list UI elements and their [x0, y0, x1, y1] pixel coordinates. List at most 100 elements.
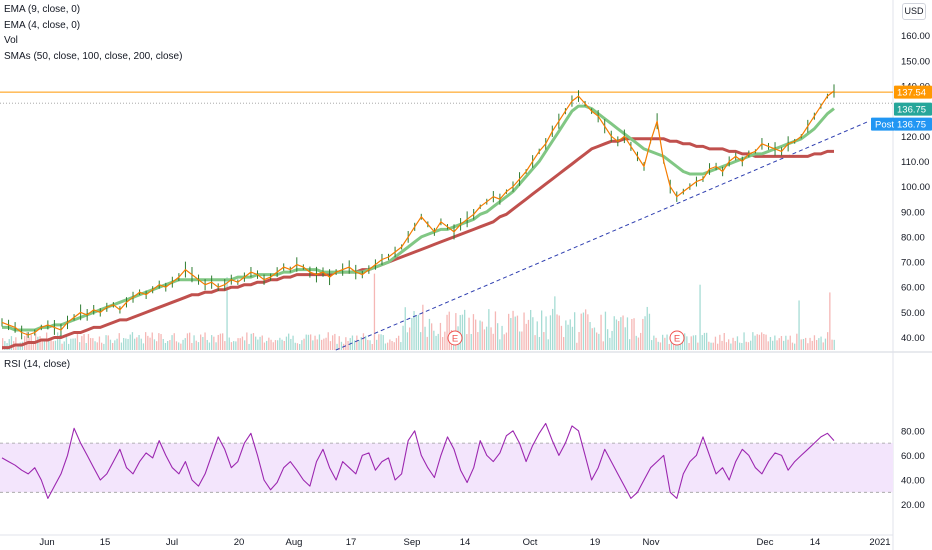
legend-smas[interactable]: SMAs (50, close, 100, close, 200, close) [4, 50, 183, 62]
volume-bar [127, 339, 129, 350]
volume-bar [228, 337, 230, 350]
volume-bar [237, 338, 239, 350]
volume-bar [63, 341, 65, 350]
volume-bar [538, 336, 541, 350]
volume-bar [798, 300, 800, 350]
volume-bar [81, 336, 83, 350]
volume-bar [96, 342, 98, 350]
volume-bar [420, 332, 422, 350]
volume-bar [750, 340, 752, 350]
volume-bar [574, 312, 576, 350]
legend-ema9[interactable]: EMA (9, close, 0) [4, 4, 81, 15]
volume-bar [98, 336, 101, 350]
volume-bar [789, 335, 791, 350]
volume-bar [710, 342, 712, 350]
volume-bar [382, 335, 384, 350]
volume-bar [635, 335, 637, 350]
volume-bar [378, 334, 380, 350]
time-tick-label: 19 [590, 537, 601, 548]
volume-bar [409, 327, 411, 350]
volume-bar [118, 333, 120, 350]
volume-bar [470, 334, 472, 350]
volume-bar [147, 335, 149, 350]
volume-bar [534, 335, 536, 350]
volume-bar [318, 334, 321, 350]
volume-bar [310, 334, 312, 350]
volume-bar [224, 341, 226, 350]
volume-bar [684, 333, 686, 350]
volume-bar [776, 340, 778, 350]
legend-vol[interactable]: Vol [4, 35, 18, 46]
volume-bar [17, 343, 19, 350]
volume-bar [783, 340, 785, 350]
volume-bar [145, 332, 147, 350]
volume-bar [277, 340, 279, 350]
volume-bar [765, 334, 767, 350]
volume-bar [244, 340, 246, 350]
volume-bar [492, 333, 494, 350]
volume-bar [464, 309, 466, 350]
volume-bar [483, 329, 486, 350]
volume-bar [112, 343, 114, 350]
volume-bar [431, 323, 433, 350]
volume-bar [505, 332, 508, 350]
volume-bar [730, 343, 732, 350]
volume-bar [307, 334, 310, 350]
volume-bar [448, 311, 450, 350]
volume-bar [39, 336, 41, 350]
volume-bar [116, 338, 118, 350]
volume-bar [640, 332, 642, 350]
volume-bar [259, 336, 261, 350]
last-price-tag-text: 137.54 [897, 88, 926, 99]
volume-bar [10, 336, 13, 350]
volume-bar [772, 340, 774, 350]
close-price-tag-text: 136.75 [897, 105, 926, 116]
volume-bar [325, 337, 327, 350]
volume-bar [692, 335, 695, 350]
earnings-marker[interactable]: E [669, 330, 685, 346]
volume-bar [76, 333, 79, 350]
volume-bar [459, 315, 461, 350]
volume-bar [820, 336, 822, 350]
volume-bar [444, 331, 446, 350]
volume-bar [437, 333, 439, 350]
volume-bar [488, 309, 490, 350]
legend-ema4[interactable]: EMA (4, close, 0) [4, 19, 81, 31]
volume-bar [411, 318, 413, 350]
volume-bar [681, 339, 684, 350]
volume-bar [433, 330, 435, 350]
volume-bar [255, 336, 257, 350]
volume-bar [479, 320, 481, 350]
earnings-marker-label: E [452, 334, 458, 345]
currency-button[interactable]: USD [902, 3, 926, 20]
volume-bar [426, 336, 428, 350]
volume-bar [79, 342, 81, 350]
volume-bars [2, 273, 835, 350]
volume-bar [510, 317, 512, 350]
volume-bar [530, 309, 532, 350]
volume-bar [131, 332, 134, 350]
volume-bar [400, 342, 402, 350]
volume-bar [332, 335, 334, 350]
volume-bar [186, 333, 189, 350]
price-tick-label: 50.00 [901, 308, 925, 319]
volume-bar [752, 332, 754, 350]
time-tick-label: 17 [346, 537, 357, 548]
volume-bar [486, 326, 488, 350]
volume-bar [233, 341, 235, 350]
volume-bar [703, 332, 706, 350]
post-label-bg [871, 117, 895, 131]
volume-bar [200, 334, 202, 350]
time-tick-label: 14 [460, 537, 471, 548]
volume-bar [732, 337, 734, 350]
volume-bar [195, 340, 197, 350]
volume-bar [512, 310, 514, 350]
post-tag: Post 136.75 [871, 117, 932, 131]
earnings-marker[interactable]: E [447, 330, 463, 346]
volume-bar [314, 335, 316, 350]
volume-bar [829, 292, 831, 350]
volume-bar [261, 335, 263, 350]
volume-bar [162, 338, 164, 350]
legend-rsi[interactable]: RSI (14, close) [4, 359, 71, 370]
